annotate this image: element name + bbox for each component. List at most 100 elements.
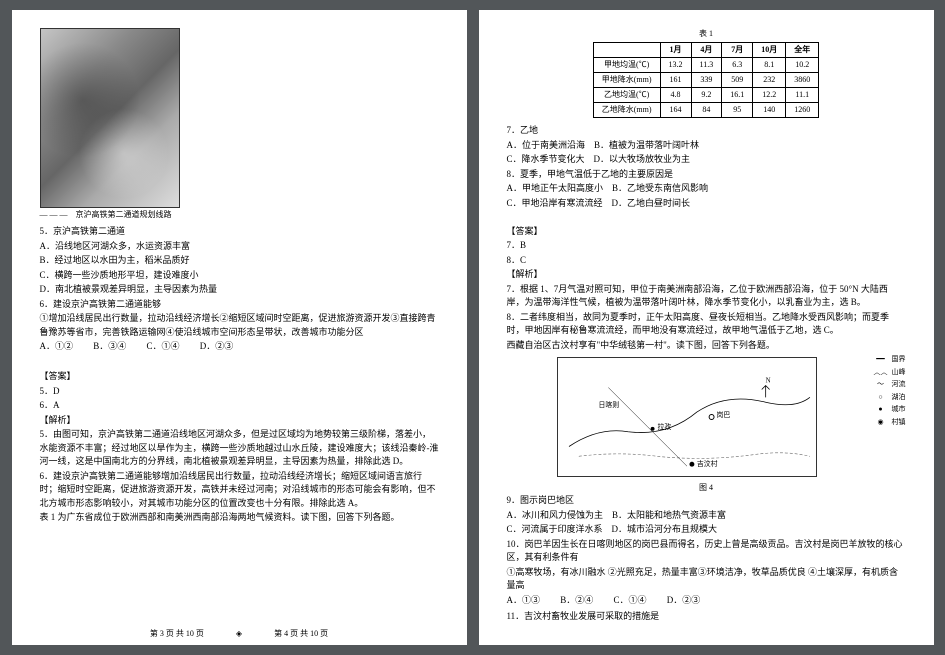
table-header-cell: 全年 [786,43,819,58]
q9-row2: C．河流属于印度洋水系 D．城市沿河分布且规模大 [507,523,906,537]
page-footer-left: 第 3 页 共 10 页 ◈ 第 4 页 共 10 页 [12,628,467,640]
map2-legend: ━━ 国界 ︿︿ 山峰 ～ 河流 ○ 湖泊 ● 城市 ◉ 村镇 [874,353,906,429]
table-cell: 乙地均温(℃) [593,88,660,103]
q5-opt-d: D．南北植被景观差异明显，主导因素为热量 [40,283,439,297]
q5-stem: 5．京沪高铁第二通道 [40,225,439,239]
explain-header-1: 【解析】 [40,414,439,428]
footer-diamond-icon: ◈ [236,628,242,640]
q9-row1: A．冰川和风力侵蚀为主 B．太阳能和地热气资源丰富 [507,509,906,523]
q8-row2: C．甲地沿岸有寒流流经 D．乙地白昼时间长 [507,197,906,211]
legend-dash: — — — [40,210,68,219]
q10-opt-a: A．①③ [507,595,541,605]
svg-text:日喀则: 日喀则 [599,400,620,409]
legend-label: 城市 [892,403,906,416]
q9-opt-d: D．城市沿河分布且规模大 [612,524,718,534]
q8-opt-c: C．甲地沿岸有寒流流经 [507,198,603,208]
q10-stem: 10．岗巴羊因生长在日喀则地区的岗巴县而得名，历史上曾是高级贡品。吉汶村是岗巴羊… [507,538,906,565]
legend-symbol-icon: ━━ [874,353,888,366]
footer-left-text: 第 3 页 共 10 页 [150,629,204,638]
svg-text:吉汶村: 吉汶村 [697,459,718,468]
q6-opt-c: C．①④ [147,341,180,351]
map-legend-line: — — — 京沪高铁第二通道规划线路 [40,209,439,221]
footer-right-text: 第 4 页 共 10 页 [274,629,328,638]
q10-opt-d: D．②③ [667,595,701,605]
q6-stem: 6．建设京沪高铁第二通道能够 [40,298,439,312]
q7-stem: 7．乙地 [507,124,906,138]
legend-text: 京沪高铁第二通道规划线路 [76,210,172,219]
q6-circles: ①增加沿线居民出行数量，拉动沿线经济增长②缩短区域间时空距离，促进旅游资源开发③… [40,312,439,339]
legend-label: 村镇 [892,416,906,429]
answer-header-1: 【答案】 [40,370,439,384]
legend-symbol-icon: ○ [874,391,888,404]
table-cell: 339 [691,73,722,88]
legend-item: ● 城市 [874,403,906,416]
table-header-cell: 1月 [660,43,691,58]
q5-opt-c: C．横跨一些沙质地形平坦，建设难度小 [40,269,439,283]
legend-label: 山峰 [892,366,906,379]
q5-opt-a: A．沿线地区河湖众多，水运资源丰富 [40,240,439,254]
answer-5: 5．D [40,385,439,399]
legend-item: ○ 湖泊 [874,391,906,404]
explain-header-2: 【解析】 [507,268,906,282]
legend-symbol-icon: ● [874,403,888,416]
figure-label: 图 4 [507,482,906,494]
legend-symbol-icon: ◉ [874,416,888,429]
q10-options: A．①③ B．②④ C．①④ D．②③ [507,594,906,608]
svg-text:岗巴: 岗巴 [717,411,731,419]
q8-opt-d: D．乙地白昼时间长 [612,198,691,208]
legend-symbol-icon: ～ [874,378,888,391]
q8-opt-b: B．乙地受东南信风影响 [612,183,708,193]
svg-text:N: N [766,378,771,385]
table-cell: 16.1 [722,88,753,103]
q10-opt-b: B．②④ [560,595,593,605]
table-cell: 甲地降水(mm) [593,73,660,88]
q9-opt-b: B．太阳能和地热气资源丰富 [612,510,726,520]
q8-stem: 8．夏季，甲地气温低于乙地的主要原因是 [507,168,906,182]
table-cell: 1260 [786,103,819,118]
table-cell: 161 [660,73,691,88]
q5-opt-b: B．经过地区以水田为主，稻米品质好 [40,254,439,268]
table-header-cell: 4月 [691,43,722,58]
table-row: 乙地降水(mm)16484951401260 [593,103,818,118]
q8-row1: A．甲地正午太阳高度小 B．乙地受东南信风影响 [507,182,906,196]
q6-options: A．①② B．③④ C．①④ D．②③ [40,340,439,354]
map-image-2: 日喀则 拉孜 岗巴 吉汶村 N [557,357,817,477]
answer-7: 7．B [507,239,906,253]
table-cell: 6.3 [722,58,753,73]
legend-label: 国界 [892,353,906,366]
q10-circles: ①高寒牧场，有冰川融水 ②光照充足，热量丰富③环境洁净，牧草品质优良 ④土壤深厚… [507,566,906,593]
legend-symbol-icon: ︿︿ [874,366,888,379]
table-cell: 10.2 [786,58,819,73]
legend-item: ◉ 村镇 [874,416,906,429]
q7-opt-b: B．植被为温带落叶阔叶林 [594,140,699,150]
table-caption: 表 1 [507,28,906,40]
q9-opt-a: A．冰川和风力侵蚀为主 [507,510,604,520]
q9-stem: 9．图示岗巴地区 [507,494,906,508]
table-header-cell: 7月 [722,43,753,58]
table-cell: 509 [722,73,753,88]
q9-opt-c: C．河流属于印度洋水系 [507,524,603,534]
page-right: 表 1 1月4月7月10月全年 甲地均温(℃)13.211.36.38.110.… [479,10,934,645]
legend-item: ━━ 国界 [874,353,906,366]
table-cell: 8.1 [753,58,786,73]
q7-row2: C．降水季节变化大 D．以大牧场放牧业为主 [507,153,906,167]
explain-6: 6．建设京沪高铁第二通道能够增加沿线居民出行数量，拉动沿线经济增长；缩短区域间语… [40,470,439,511]
tail-context: 表 1 为广东省成位于欧洲西部和南美洲西南部沿海两地气候资料。读下图，回答下列各… [40,511,439,525]
legend-item: ～ 河流 [874,378,906,391]
answer-6: 6．A [40,399,439,413]
legend-label: 河流 [892,378,906,391]
legend-label: 湖泊 [892,391,906,404]
map2-wrap: 日喀则 拉孜 岗巴 吉汶村 N ━━ 国界 ︿︿ 山峰 ～ 河流 ○ 湖泊 ● 城市 ◉ 村镇 [507,353,906,481]
table-row: 甲地降水(mm)1613395092323860 [593,73,818,88]
explain-7: 7．根据 1、7月气温对照可知，甲位于南美洲南部沿海，乙位于欧洲西部沿海，位于 … [507,283,906,310]
table-header-row: 1月4月7月10月全年 [593,43,818,58]
table-cell: 13.2 [660,58,691,73]
q10-opt-c: C．①④ [614,595,647,605]
table-header-cell: 10月 [753,43,786,58]
table-cell: 84 [691,103,722,118]
table-cell: 甲地均温(℃) [593,58,660,73]
table-cell: 95 [722,103,753,118]
table-cell: 乙地降水(mm) [593,103,660,118]
table-cell: 164 [660,103,691,118]
climate-table: 1月4月7月10月全年 甲地均温(℃)13.211.36.38.110.2甲地降… [593,42,819,118]
